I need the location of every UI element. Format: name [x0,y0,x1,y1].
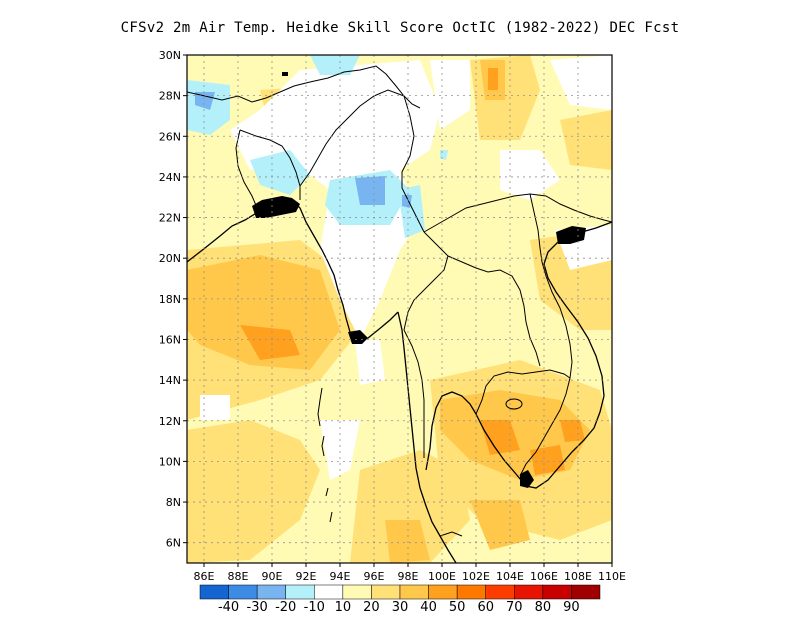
lon-tick-label: 108E [564,570,592,583]
lon-tick-label: 98E [398,570,419,583]
colorbar-label: -30 [247,600,268,615]
coastal-detail [252,72,586,488]
tonle-sap-lake [505,398,523,410]
colorbar-label: 50 [449,600,466,615]
colorbar-swatch [428,584,458,600]
map-title: CFSv2 2m Air Temp. Heidke Skill Score Oc… [120,20,680,36]
colorbar-swatch [542,584,572,600]
lon-tick-label: 88E [228,570,249,583]
colorbar-label: 90 [563,600,580,615]
lat-tick-label: 6N [166,537,181,550]
lat-tick-label: 26N [159,130,181,143]
colorbar-swatch [256,584,286,600]
country-borders [187,65,612,537]
lon-tick-label: 92E [296,570,317,583]
lat-tick-label: 8N [166,496,181,509]
colorbar-swatch [371,584,401,600]
colorbar-labels: -40 -30 -20 -10 10 20 30 40 50 60 70 80 90 [218,600,580,615]
andaman-islands [317,387,333,523]
gridlines [187,55,612,563]
lat-tick-label: 24N [159,171,181,184]
colorbar-label: 40 [420,600,437,615]
colorbar [199,584,601,600]
colorbar-label: -40 [218,600,239,615]
colorbar-label: -10 [304,600,325,615]
lon-tick-label: 100E [428,570,456,583]
colorbar-swatch [228,584,258,600]
colorbar-swatch [399,584,429,600]
colorbar-swatch [514,584,544,600]
colorbar-swatch [285,584,315,600]
lon-tick-label: 104E [496,570,524,583]
lon-tick-label: 86E [194,570,215,583]
colorbar-swatch [199,584,229,600]
colorbar-label: 10 [335,600,352,615]
lon-tick-label: 96E [364,570,385,583]
colorbar-swatch [571,584,601,600]
lon-tick-label: 106E [530,570,558,583]
colorbar-swatch [314,584,344,600]
colorbar-label: 20 [363,600,380,615]
plot-frame [186,54,613,564]
lon-tick-label: 90E [262,570,283,583]
lon-tick-label: 110E [598,570,626,583]
skill-score-field [187,55,612,563]
longitude-axis: 86E 88E 90E 92E 94E 96E 98E 100E 102E 104E 106E 108… [194,563,626,583]
lat-tick-label: 20N [159,252,181,265]
lat-tick-label: 14N [159,374,181,387]
lat-tick-label: 28N [159,90,181,103]
lat-tick-label: 30N [159,49,181,62]
colorbar-label: 60 [477,600,494,615]
colorbar-label: -20 [275,600,296,615]
lat-tick-label: 22N [159,212,181,225]
colorbar-label: 30 [392,600,409,615]
lon-tick-label: 102E [462,570,490,583]
colorbar-label: 70 [506,600,523,615]
colorbar-swatch [342,584,372,600]
latitude-axis: 30N 28N 26N 24N 22N 20N 18N 16N 14N 12N 10N 8N 6N [159,49,187,550]
lon-tick-label: 94E [330,570,351,583]
colorbar-swatch [485,584,515,600]
lat-tick-label: 16N [159,333,181,346]
lat-tick-label: 18N [159,293,181,306]
lat-tick-label: 12N [159,415,181,428]
colorbar-label: 80 [535,600,552,615]
lat-tick-label: 10N [159,455,181,468]
colorbar-swatch [456,584,486,600]
